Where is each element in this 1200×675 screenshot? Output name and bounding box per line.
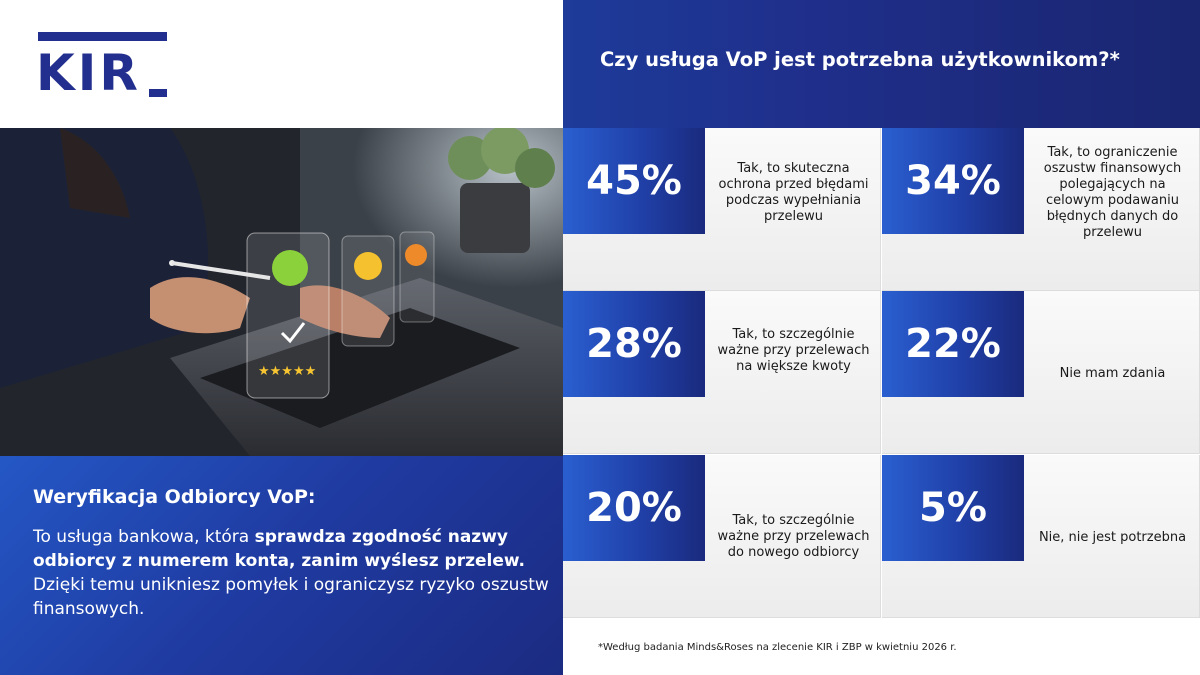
logo-area [0,0,563,128]
info-text-part-2: Dzięki temu unikniesz pomyłek i ogranicz… [33,575,549,619]
stat-percent: 45% [586,158,682,204]
photo-illustration: ★★★★★ [0,128,563,456]
footnote: *Według badania Minds&Roses na zlecenie … [598,642,957,653]
stat-description: Tak, to szczególnie ważne przy przelewac… [717,512,870,560]
stat-badge [563,128,705,234]
stat-badge [563,291,705,397]
stat-percent: 5% [919,485,987,531]
stat-badge [882,291,1024,397]
footer [563,618,1200,675]
photo-laptop-rating: ★★★★★ [0,128,563,456]
page-title: Czy usługa VoP jest potrzebna użytkownik… [600,48,1120,71]
info-text-bold: sprawdza zgodność nazwy odbiorcy z numer… [33,527,525,571]
info-text-part-1: To usługa bankowa, która [33,527,255,547]
stats-grid: 45% Tak, to skuteczna ochrona przed błęd… [563,128,1200,618]
stat-card: 20% Tak, to szczególnie ważne przy przel… [563,455,881,618]
stat-card: 28% Tak, to szczególnie ważne przy przel… [563,291,881,454]
stat-percent: 34% [905,158,1001,204]
stat-description: Tak, to ograniczenie oszustw finansowych… [1043,145,1182,240]
logo: KIR [36,44,141,102]
info-text: To usługa bankowa, która sprawdza zgodno… [33,525,553,621]
stat-percent: 20% [586,485,682,531]
stat-card: 34% Tak, to ograniczenie oszustw finanso… [882,128,1200,291]
stat-badge [882,455,1024,561]
info-panel [0,456,563,675]
stat-description: Tak, to skuteczna ochrona przed błędami … [718,161,869,224]
stat-description: Tak, to szczególnie ważne przy przelewac… [717,327,870,374]
stat-badge [882,128,1024,234]
stat-card: 22% Nie mam zdania [882,291,1200,454]
stat-badge [563,455,705,561]
stat-percent: 22% [905,321,1001,367]
logo-underscore [149,89,167,97]
stat-card: 45% Tak, to skuteczna ochrona przed błęd… [563,128,881,291]
stat-card: 5% Nie, nie jest potrzebna [882,455,1200,618]
stat-description: Nie, nie jest potrzebna [1038,530,1187,545]
rating-stars: ★★★★★ [258,364,316,379]
logo-bar [38,32,167,41]
stat-percent: 28% [586,321,682,367]
stat-description: Nie mam zdania [1059,366,1166,381]
header-banner [563,0,1200,128]
info-title: Weryfikacja Odbiorcy VoP: [33,486,316,508]
